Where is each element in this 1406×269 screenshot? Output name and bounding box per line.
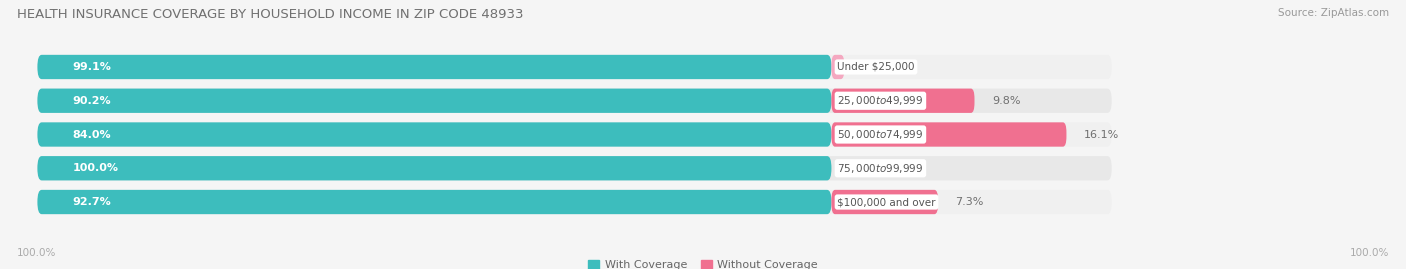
FancyBboxPatch shape — [831, 55, 844, 79]
FancyBboxPatch shape — [38, 55, 1112, 79]
FancyBboxPatch shape — [831, 122, 1066, 147]
FancyBboxPatch shape — [831, 190, 938, 214]
Text: 0.88%: 0.88% — [862, 62, 897, 72]
FancyBboxPatch shape — [38, 156, 1112, 180]
Text: $75,000 to $99,999: $75,000 to $99,999 — [838, 162, 924, 175]
Text: $50,000 to $74,999: $50,000 to $74,999 — [838, 128, 924, 141]
FancyBboxPatch shape — [38, 190, 831, 214]
Text: 90.2%: 90.2% — [73, 96, 111, 106]
Text: 92.7%: 92.7% — [73, 197, 111, 207]
Text: 7.3%: 7.3% — [956, 197, 984, 207]
FancyBboxPatch shape — [38, 55, 831, 79]
Text: 99.1%: 99.1% — [73, 62, 111, 72]
Text: $100,000 and over: $100,000 and over — [838, 197, 936, 207]
Text: 100.0%: 100.0% — [1350, 248, 1389, 258]
Text: 100.0%: 100.0% — [17, 248, 56, 258]
Text: 0.0%: 0.0% — [849, 163, 877, 173]
Text: 16.1%: 16.1% — [1084, 129, 1119, 140]
Text: $25,000 to $49,999: $25,000 to $49,999 — [838, 94, 924, 107]
FancyBboxPatch shape — [38, 89, 831, 113]
Text: 100.0%: 100.0% — [73, 163, 118, 173]
Legend: With Coverage, Without Coverage: With Coverage, Without Coverage — [588, 260, 818, 269]
FancyBboxPatch shape — [38, 156, 831, 180]
Text: Source: ZipAtlas.com: Source: ZipAtlas.com — [1278, 8, 1389, 18]
FancyBboxPatch shape — [38, 122, 1112, 147]
FancyBboxPatch shape — [38, 89, 1112, 113]
Text: 84.0%: 84.0% — [73, 129, 111, 140]
FancyBboxPatch shape — [831, 89, 974, 113]
FancyBboxPatch shape — [38, 190, 1112, 214]
FancyBboxPatch shape — [38, 122, 831, 147]
Text: Under $25,000: Under $25,000 — [838, 62, 915, 72]
Text: HEALTH INSURANCE COVERAGE BY HOUSEHOLD INCOME IN ZIP CODE 48933: HEALTH INSURANCE COVERAGE BY HOUSEHOLD I… — [17, 8, 523, 21]
Text: 9.8%: 9.8% — [993, 96, 1021, 106]
